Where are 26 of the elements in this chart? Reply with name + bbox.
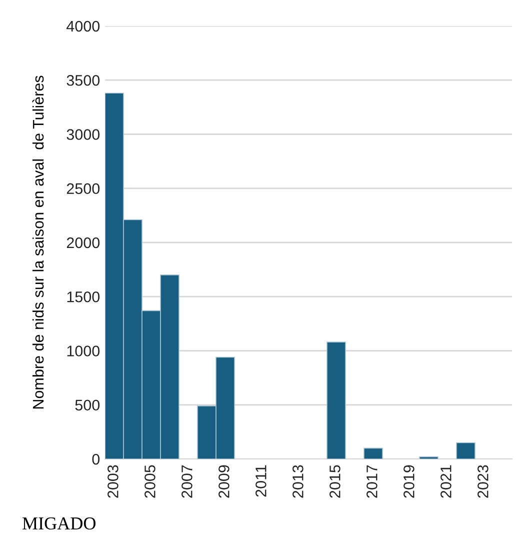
bar	[326, 342, 346, 459]
y-tick-label: 1500	[67, 291, 100, 302]
x-tick-label: 2019	[404, 465, 414, 498]
y-tick-label: 3000	[66, 129, 100, 140]
x-tick-label: 2003	[108, 465, 118, 498]
y-tick-label: 500	[75, 400, 100, 411]
y-tick-label: 0	[92, 454, 100, 465]
x-tick-label: 2011	[256, 465, 266, 497]
x-tick-label: 2007	[182, 465, 192, 498]
x-tick-label: 2013	[292, 465, 304, 498]
y-tick-label: 1000	[67, 346, 100, 356]
bar	[456, 442, 476, 459]
x-tick-label: 2015	[330, 465, 340, 498]
x-tick-label: 2017	[366, 465, 378, 498]
x-tick-label: 2023	[478, 465, 488, 498]
x-tick-label: 2009	[218, 465, 230, 498]
y-tick-label: 2500	[66, 183, 100, 194]
x-tick-label: 2005	[144, 465, 156, 498]
y-tick-label: 3500	[66, 74, 100, 86]
y-axis-title: Nombre de nids sur la saison en aval de Tulières	[32, 76, 44, 409]
bar	[419, 456, 438, 459]
y-tick-label: 2000	[66, 237, 100, 248]
bar	[364, 448, 383, 459]
y-tick-label: 4000	[66, 20, 100, 32]
text: MIGADO	[22, 517, 96, 530]
x-tick-label: 2021	[440, 465, 452, 498]
